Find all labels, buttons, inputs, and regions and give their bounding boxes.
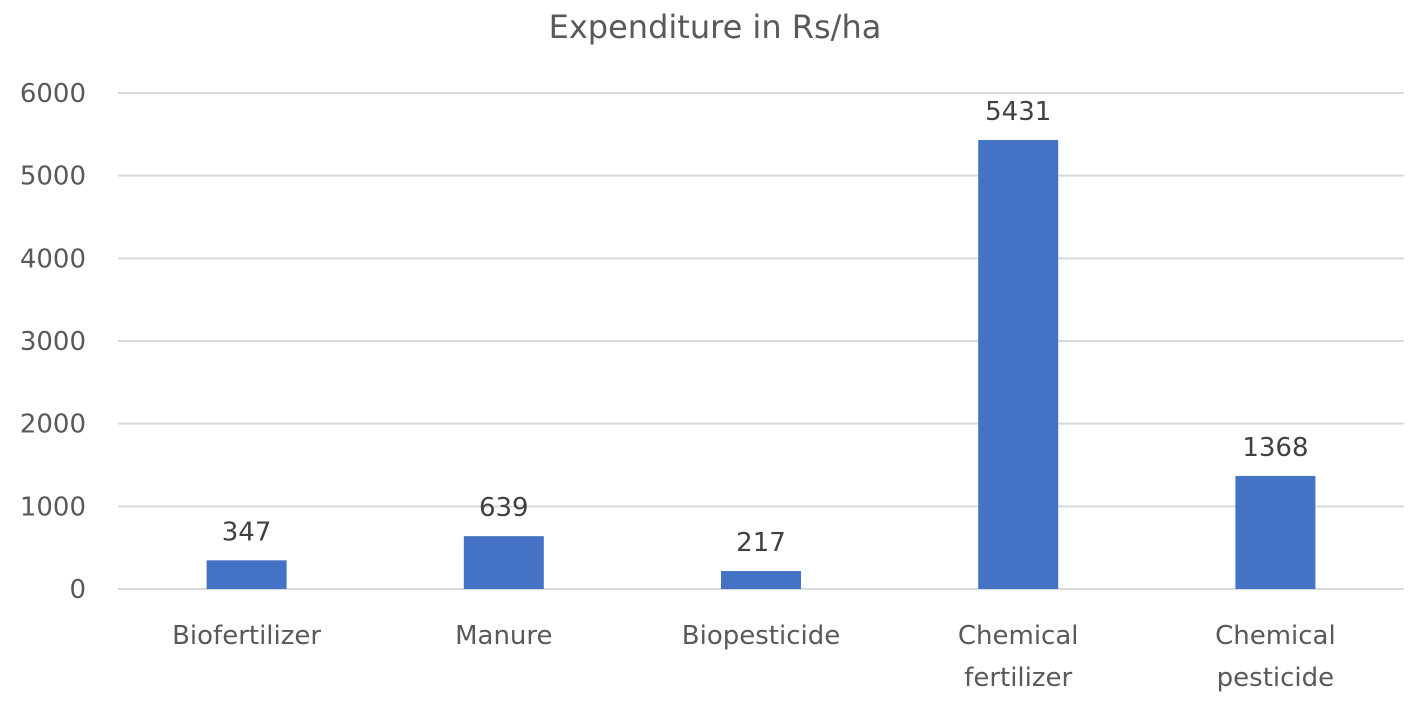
bars (206, 140, 1316, 589)
y-tick-label: 0 (69, 575, 86, 605)
data-label: 5431 (985, 97, 1051, 127)
bar (463, 536, 544, 589)
y-tick-label: 3000 (20, 327, 86, 357)
bar (721, 571, 801, 589)
y-tick-label: 2000 (20, 410, 86, 440)
x-tick-label: Chemical fertilizer (958, 621, 1079, 693)
x-tick-label: Biopesticide (682, 621, 840, 651)
x-axis-tick-labels: Biofertilizer Manure Biopesticide Chemical f… (172, 621, 1336, 693)
x-tick-label: Manure (455, 621, 552, 651)
chart-title: Expenditure in Rs/ha (549, 8, 882, 46)
bar (978, 140, 1059, 589)
y-axis-tick-labels: 0 1000 2000 3000 4000 5000 6000 (20, 79, 86, 605)
bar (1235, 475, 1316, 589)
x-tick-label: Chemical pesticide (1215, 621, 1336, 693)
y-tick-label: 5000 (20, 162, 86, 192)
bar (206, 560, 287, 589)
y-tick-label: 6000 (20, 79, 86, 109)
x-tick-label: Biofertilizer (172, 621, 321, 651)
y-tick-label: 1000 (20, 492, 86, 522)
data-label: 347 (222, 517, 272, 547)
data-labels: 347 639 217 5431 1368 (222, 97, 1309, 558)
y-tick-label: 4000 (20, 244, 86, 274)
data-label: 1368 (1242, 433, 1308, 463)
data-label: 217 (736, 528, 786, 558)
gridlines (118, 92, 1404, 590)
data-label: 639 (479, 493, 529, 523)
